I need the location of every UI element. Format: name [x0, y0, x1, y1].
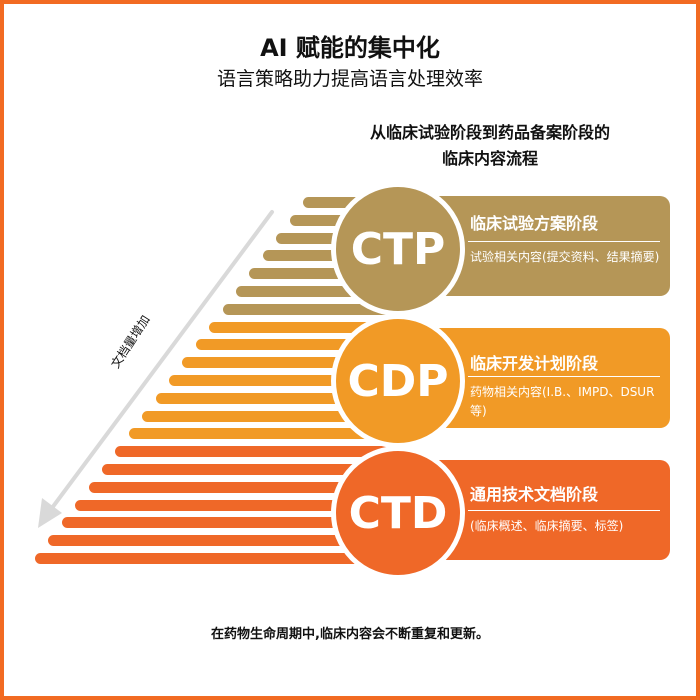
stair-bar — [142, 410, 410, 422]
stair-bar — [222, 303, 410, 315]
flow-title: 从临床试验阶段到药品备案阶段的 临床内容流程 — [330, 120, 650, 172]
stair-bar — [48, 535, 410, 547]
stair-bar — [169, 375, 410, 386]
stage-circle-ctp: CTP — [331, 182, 465, 316]
stage-desc-ctp: 试验相关内容(提交资料、结果摘要) — [470, 250, 660, 264]
stage-divider-ctp — [468, 241, 660, 242]
flow-title-line-1: 从临床试验阶段到药品备案阶段的 — [369, 123, 610, 142]
stair-bar — [209, 321, 410, 333]
stair-bar — [182, 357, 410, 369]
stage-divider-ctd — [468, 510, 660, 511]
stage-name-ctd: 通用技术文档阶段 — [470, 485, 599, 504]
stair-bar — [61, 517, 410, 529]
stair-bar — [35, 553, 410, 564]
stair-bar — [236, 286, 410, 297]
flow-title-line-2: 临床内容流程 — [441, 149, 538, 168]
page-subtitle: 语言策略助力提高语言处理效率 — [216, 68, 483, 90]
page-title: AI 赋能的集中化 — [260, 34, 440, 62]
stair-bar — [249, 268, 410, 280]
footer-note: 在药物生命周期中,临床内容会不断重复和更新。 — [211, 627, 489, 642]
stair-bar — [195, 339, 410, 351]
stair-bar — [155, 392, 410, 404]
stage-desc-cdp: 药物相关内容(I.B.、IMPD、DSUR 等) — [470, 385, 655, 418]
stage-name-cdp: 临床开发计划阶段 — [470, 354, 599, 373]
stage-name-ctp: 临床试验方案阶段 — [470, 214, 599, 233]
stage-desc-ctd: (临床概述、临床摘要、标签) — [470, 519, 624, 533]
stage-circle-ctd: CTD — [331, 446, 465, 580]
stage-circle-cdp: CDP — [331, 314, 465, 448]
stage-divider-cdp — [468, 376, 660, 377]
